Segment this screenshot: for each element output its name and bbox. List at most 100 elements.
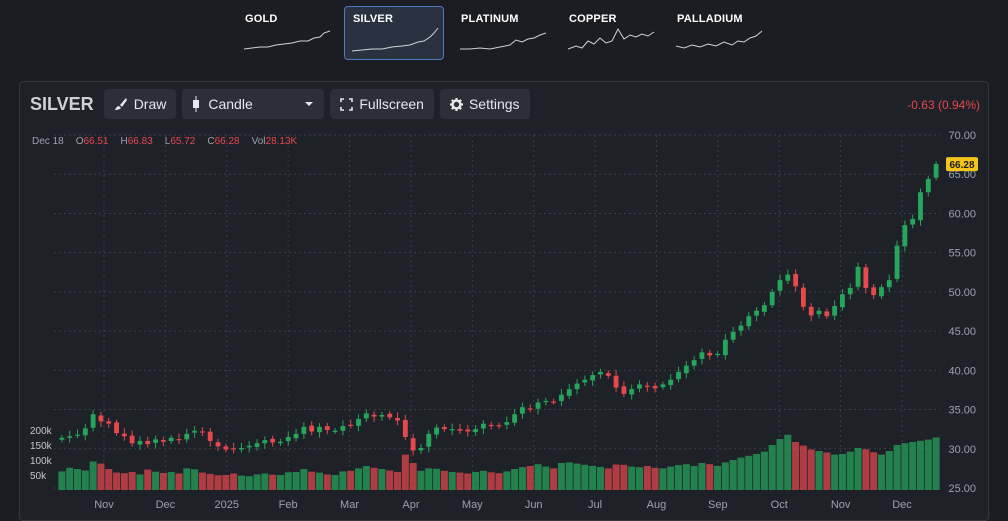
candle-body [449, 429, 455, 431]
candle-body [660, 384, 666, 388]
tab-copper[interactable]: COPPER [560, 6, 660, 60]
candlestick-chart[interactable]: 70.00 65.00 60.00 55.00 50.00 45.00 40.00 35.00… [20, 82, 988, 518]
candle-body [644, 385, 650, 387]
candle-body [629, 389, 635, 395]
chart-panel: SILVER Draw Candle Full [19, 81, 989, 521]
candle-body [488, 424, 494, 427]
volume-bar [97, 463, 105, 490]
volume-bar [487, 472, 495, 490]
time-axis-label: May [462, 499, 483, 511]
volume-bar [58, 471, 66, 490]
volume-bar [831, 454, 839, 490]
candle-body [683, 365, 689, 374]
volume-bar [916, 440, 924, 490]
volume-bar [206, 473, 214, 490]
volume-bar [877, 454, 885, 490]
sparkline-copper [568, 27, 655, 50]
fullscreen-button[interactable]: Fullscreen [330, 89, 434, 119]
volume-bar [542, 466, 550, 490]
candle-body [379, 415, 385, 417]
candle-body [535, 402, 541, 409]
chart-type-select[interactable]: Candle [182, 89, 325, 119]
candle-body [816, 310, 822, 315]
volume-bar [370, 467, 378, 490]
tab-gold[interactable]: GOLD [236, 6, 336, 60]
chart-type-label: Candle [208, 96, 253, 112]
volume-bar [175, 473, 183, 490]
volume-bar [214, 475, 222, 490]
volume-bar [784, 434, 792, 490]
candle-body [691, 360, 697, 366]
tab-silver[interactable]: SILVER [344, 6, 444, 60]
settings-button[interactable]: Settings [439, 89, 530, 119]
candle-body [473, 429, 479, 433]
ohlc-open: O66.51 [75, 136, 109, 147]
price-tick-label: 30.00 [948, 444, 976, 456]
volume-bar [448, 472, 456, 490]
candle-body [215, 442, 221, 447]
candle-body [512, 414, 518, 423]
volume-bar [760, 451, 768, 490]
time-axis-label: Sep [708, 499, 728, 511]
candle-body [67, 436, 73, 438]
volume-bar [152, 471, 160, 490]
volume-tick-label: 150k [30, 441, 53, 452]
volume-bar [698, 463, 706, 490]
candle-body [207, 431, 213, 441]
price-tick-label: 50.00 [948, 287, 976, 299]
fullscreen-icon [340, 97, 354, 111]
candle-body [387, 413, 393, 418]
candle-body [168, 437, 174, 442]
candle-body [847, 287, 853, 295]
time-axis-label: Jun [525, 499, 543, 511]
volume-bar [737, 457, 745, 490]
volume-bar [66, 467, 74, 490]
volume-bar [596, 466, 604, 490]
volume-bar [635, 467, 644, 490]
volume-bar [643, 466, 651, 490]
tab-palladium[interactable]: PALLADIUM [668, 6, 768, 60]
candle-body [457, 429, 463, 431]
draw-button[interactable]: Draw [103, 89, 177, 119]
candle-body [324, 426, 330, 430]
volume-bar [909, 442, 917, 490]
candle-body [106, 421, 112, 424]
volume-bar [706, 464, 714, 490]
sparkline-silver [352, 27, 439, 52]
volume-bar [573, 463, 581, 490]
volume-bar [74, 469, 82, 490]
time-axis-label: Aug [647, 499, 667, 511]
volume-bar [862, 449, 870, 490]
volume-bar [534, 464, 542, 490]
candle-body [176, 439, 182, 441]
price-tick-label: 55.00 [948, 248, 976, 260]
volume-bar [565, 462, 573, 490]
candle-body [668, 379, 674, 386]
volume-bar [628, 466, 636, 490]
volume-bar [768, 445, 776, 490]
candle-body [371, 414, 377, 417]
volume-value: 28.13K [265, 136, 298, 147]
price-tick-label: 65.00 [948, 169, 976, 181]
candle-body [137, 440, 143, 445]
candle-body [574, 383, 580, 390]
sparkline-platinum [460, 32, 547, 50]
volume-bar [682, 464, 690, 490]
candle-body [480, 423, 486, 429]
volume-bar [667, 466, 675, 490]
time-axis-label: Mar [340, 499, 359, 511]
volume-bar [745, 455, 753, 490]
volume-tick-label: 100k [30, 456, 53, 467]
candle-body [605, 373, 611, 376]
volume-bar [854, 448, 862, 490]
time-axis-label: Dec [156, 499, 176, 511]
candle-body [348, 424, 354, 426]
tab-platinum[interactable]: PLATINUM [452, 6, 552, 60]
candle-body [730, 331, 736, 340]
candle-body [278, 441, 283, 444]
candle-body [886, 280, 892, 288]
volume-bar [191, 469, 199, 490]
candle-body [551, 401, 557, 403]
candle-body [761, 305, 767, 312]
candle-body [738, 325, 744, 331]
